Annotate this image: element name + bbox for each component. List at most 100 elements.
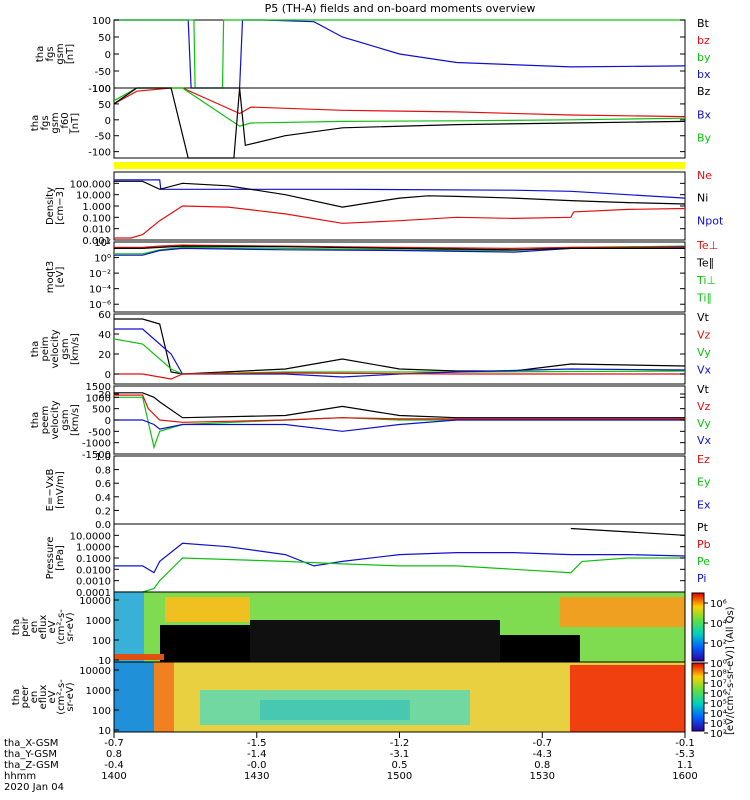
- series-line: [114, 328, 686, 378]
- series-line: [114, 372, 685, 380]
- y-axis-label: [nT]: [65, 44, 76, 64]
- y-tick-label: 100.000: [70, 179, 111, 190]
- colorbar-tick-label: 10⁶: [710, 689, 727, 700]
- series-line: [114, 246, 686, 256]
- colorbar-tick-label: 10³: [710, 719, 727, 730]
- x-tick-label: -0.0: [247, 760, 267, 771]
- y-tick-label: 1000: [86, 393, 111, 404]
- series-line: [570, 527, 686, 536]
- x-tick-label: 0.8: [534, 760, 550, 771]
- spec1-dark-region-3: [500, 635, 580, 662]
- x-tick-label: -0.7: [104, 738, 124, 749]
- y-tick-label: 100: [92, 636, 111, 647]
- series-line: [114, 419, 685, 432]
- y-tick-label: 0: [105, 116, 111, 127]
- spec1-warm-region-2: [560, 597, 685, 627]
- y-axis-label: moqt3: [45, 261, 56, 294]
- electron-spectrogram: [113, 661, 686, 733]
- y-axis-label: sr-eV): [65, 612, 76, 641]
- x-tick-label: -4.3: [532, 749, 552, 760]
- y-tick-label: 0.100: [82, 213, 111, 224]
- x-row-label: 2020 Jan 04: [4, 782, 64, 793]
- colorbar-tick-label: 10⁰: [710, 659, 727, 670]
- panel-frame: [113, 87, 686, 159]
- legend-entry: Ti⊥: [696, 274, 716, 287]
- y-axis-label: [nPa]: [55, 545, 66, 571]
- y-tick-label: 0.001: [82, 236, 111, 247]
- y-tick-label: 100: [92, 706, 111, 717]
- colorbar-label: [eV/(cm²-s-sr-eV)] (All Qs): [725, 606, 736, 735]
- colorbar-tick-label: 10⁸: [710, 669, 727, 680]
- x-tick-label: -5.3: [675, 749, 695, 760]
- series-line: [113, 87, 686, 127]
- legend-entry: Bz: [697, 85, 711, 98]
- panel-1: 100 50 0 -50 -100 tha fgs gsm [nT] Bt bz by bx: [35, 16, 711, 95]
- x-tick-label: 1600: [672, 771, 697, 782]
- y-tick-label: -1500: [82, 450, 111, 461]
- legend-entry: Pe: [697, 555, 710, 568]
- y-tick-label: 0.0010: [76, 577, 111, 588]
- legend-entry: bz: [697, 34, 710, 47]
- y-tick-label: 0.8: [95, 466, 111, 477]
- x-tick-label: 0.5: [392, 760, 408, 771]
- y-tick-label: 10: [98, 656, 111, 667]
- y-tick-label: 1000: [86, 616, 111, 627]
- colorbar-tick-label: 10⁴: [710, 709, 727, 720]
- y-tick-label: 10000: [79, 666, 111, 677]
- y-tick-label: 0.010: [82, 225, 111, 236]
- y-tick-label: 20: [98, 350, 111, 361]
- y-tick-label: 100: [92, 16, 111, 27]
- y-tick-label: -500: [88, 427, 111, 438]
- series-line: [114, 19, 686, 89]
- y-tick-label: 10000: [79, 596, 111, 607]
- y-axis-label: velocity: [50, 400, 61, 439]
- x-tick-label: 1530: [530, 771, 555, 782]
- legend-entry: Bx: [697, 108, 712, 121]
- legend-entry: Vy: [697, 417, 711, 430]
- x-tick-label: -0.4: [104, 760, 124, 771]
- y-tick-label: 0: [105, 50, 111, 61]
- y-tick-label: 0.1000: [76, 554, 111, 565]
- y-tick-label: 0: [105, 370, 111, 381]
- y-tick-label: 1.000: [82, 202, 111, 213]
- y-axis-label: eflux: [38, 615, 49, 640]
- colorbar-tick-label: 10⁵: [710, 699, 727, 710]
- y-tick-label: 0.0100: [76, 565, 111, 576]
- series-line: [113, 87, 686, 118]
- y-axis-label: gsm: [60, 338, 71, 359]
- y-axis-label: gsm: [50, 112, 61, 133]
- y-axis-label: E=−VxB: [45, 469, 56, 512]
- y-axis-label: fgs: [45, 46, 56, 61]
- x-row-label: tha_Z-GSM: [4, 760, 59, 771]
- series-line: [114, 205, 686, 239]
- y-axis-label: eV: [47, 690, 58, 703]
- y-axis-label: fgs: [40, 115, 51, 130]
- legend-entry: Te∥: [696, 257, 714, 270]
- y-tick-label: -20: [95, 390, 111, 401]
- legend-entry: Ez: [697, 453, 710, 466]
- spectrogram-axes: 10000100010010thapeirenefluxeV(cm²-s-sr-…: [11, 596, 119, 737]
- y-axis-label: eV: [47, 620, 58, 633]
- y-axis-label: peem: [40, 406, 51, 434]
- legend-entry: By: [697, 132, 712, 145]
- y-axis-label: tha: [11, 689, 22, 705]
- legend-entry: Vx: [697, 434, 712, 447]
- legend-entry: Vt: [697, 311, 710, 324]
- legend-entry: Ex: [697, 498, 711, 511]
- y-axis-label: en: [29, 691, 40, 704]
- y-axis-label: tha: [30, 341, 41, 357]
- series-line: [114, 557, 685, 593]
- colorbar-tick-label: 10²: [710, 729, 727, 740]
- x-tick-label: 1.1: [677, 760, 693, 771]
- y-axis-label: eflux: [38, 685, 49, 710]
- y-tick-label: -100: [88, 84, 111, 95]
- x-tick-label: -0.7: [532, 738, 552, 749]
- y-tick-label: 10: [98, 726, 111, 737]
- spec2-transition-band: [154, 662, 174, 732]
- y-axis-label: en: [29, 621, 40, 634]
- colorbar-tick-label: 10⁴: [710, 619, 727, 630]
- y-axis-label: [cm−3]: [55, 187, 66, 225]
- y-tick-label: 60: [98, 310, 111, 321]
- x-tick-label: -3.1: [390, 749, 410, 760]
- panel-frame: [113, 241, 686, 313]
